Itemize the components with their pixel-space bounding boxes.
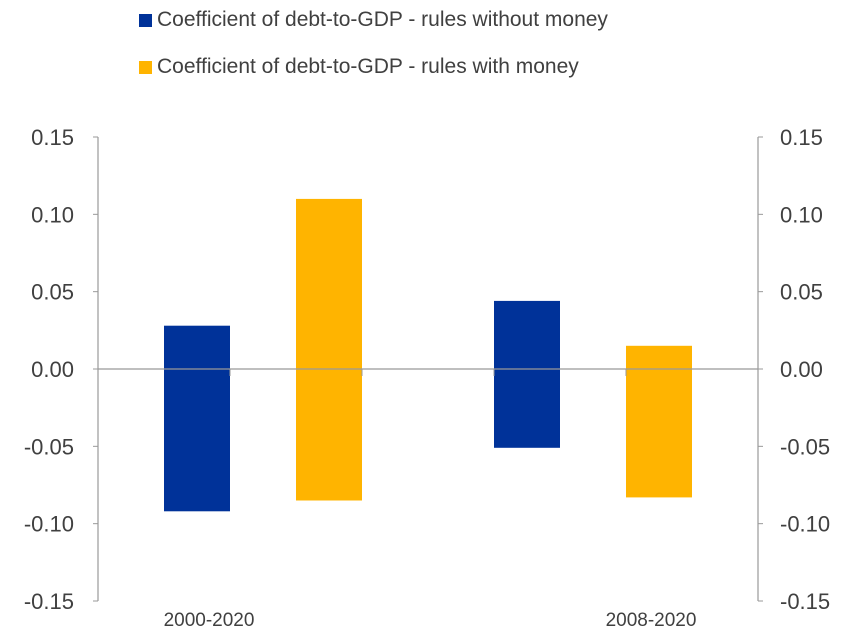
y-tick-label-left: -0.15 — [24, 589, 74, 614]
y-tick-label-left: 0.15 — [31, 125, 74, 150]
y-tick-label-left: 0.00 — [31, 357, 74, 382]
bar-without-money-2008-2020 — [494, 300, 560, 448]
y-tick-label-right: 0.15 — [780, 125, 823, 150]
y-tick-label-left: -0.10 — [24, 512, 74, 537]
bar-with-money-2000-2020 — [296, 198, 362, 501]
y-tick-label-left: -0.05 — [24, 434, 74, 459]
y-tick-label-right: 0.00 — [780, 357, 823, 382]
legend-item-without-money: Coefficient of debt-to-GDP - rules witho… — [139, 8, 608, 32]
y-tick-label-left: 0.05 — [31, 280, 74, 305]
legend-label-without-money: Coefficient of debt-to-GDP - rules witho… — [157, 8, 608, 31]
y-tick-label-right: 0.05 — [780, 280, 823, 305]
bar-without-money-2000-2020 — [164, 325, 230, 512]
y-tick-label-right: -0.05 — [780, 434, 830, 459]
y-tick-label-right: 0.10 — [780, 202, 823, 227]
y-tick-label-left: 0.10 — [31, 202, 74, 227]
legend-swatch-with-money — [139, 60, 152, 74]
y-tick-label-right: -0.15 — [780, 589, 830, 614]
bar-with-money-2008-2020 — [626, 345, 692, 498]
legend-item-with-money: Coefficient of debt-to-GDP - rules with … — [139, 55, 579, 79]
x-category-label: 2000-2020 — [164, 610, 255, 631]
legend-label-with-money: Coefficient of debt-to-GDP - rules with … — [157, 55, 579, 78]
legend-swatch-without-money — [139, 13, 152, 27]
x-category-label: 2008-2020 — [606, 610, 697, 631]
y-tick-label-right: -0.10 — [780, 512, 830, 537]
